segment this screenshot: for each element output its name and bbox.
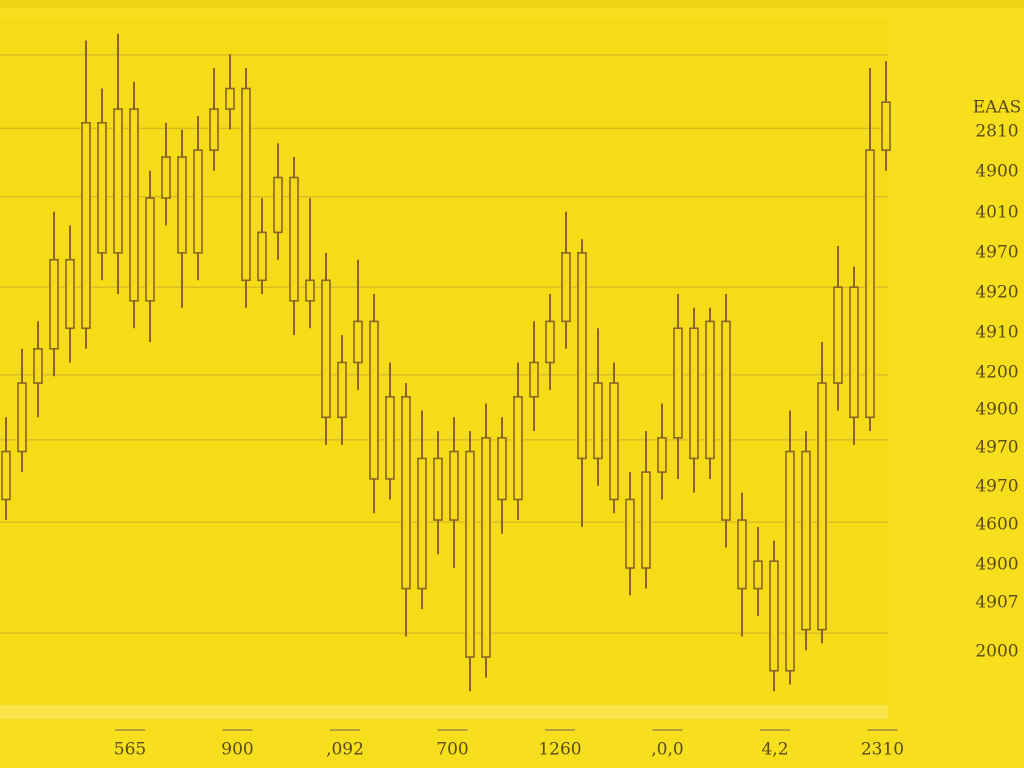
candle-body [417, 457, 427, 590]
candle-body [801, 450, 811, 631]
candle-body [257, 231, 267, 282]
x-label: ,092 [326, 740, 364, 760]
x-label: 700 [436, 740, 468, 760]
candle-body [97, 121, 107, 254]
candle-body [673, 327, 683, 439]
candle-body [225, 87, 235, 110]
candle-body [769, 560, 779, 672]
side-label: 4910 [975, 323, 1018, 343]
candle-body [113, 108, 123, 254]
candle-body [353, 320, 363, 364]
candle-body [321, 279, 331, 419]
candle-body [193, 149, 203, 254]
candle-body [721, 320, 731, 521]
candle-body [513, 395, 523, 501]
x-label: 565 [114, 740, 146, 760]
candle-body [449, 450, 459, 521]
candle-body [465, 450, 475, 658]
candle-body [81, 121, 91, 330]
side-label: 4900 [975, 162, 1018, 182]
candle-body [545, 320, 555, 364]
candle-body [865, 149, 875, 419]
plot-area [0, 20, 888, 705]
candle-body [145, 197, 155, 302]
x-label: ,0,0 [651, 740, 683, 760]
candle-body [337, 361, 347, 419]
candle-body [641, 471, 651, 569]
candle-body [753, 560, 763, 590]
candle-body [529, 361, 539, 398]
side-label: 4900 [975, 400, 1018, 420]
side-label: 4970 [975, 243, 1018, 263]
candle-body [561, 252, 571, 323]
candle-body [689, 327, 699, 460]
candle-body [161, 156, 171, 199]
candle-body [737, 519, 747, 590]
candle-body [17, 382, 27, 453]
candle-body [657, 437, 667, 473]
candle-body [625, 498, 635, 569]
side-label: 2000 [975, 642, 1018, 662]
candle-body [785, 450, 795, 672]
x-label: 900 [221, 740, 253, 760]
side-label: 2810 [975, 122, 1018, 142]
candle-body [577, 252, 587, 460]
x-strip [0, 705, 888, 719]
x-label: 2310 [861, 740, 904, 760]
candle-body [497, 437, 507, 501]
candle-body [833, 286, 843, 384]
side-label: 4907 [975, 593, 1018, 613]
side-label: 4200 [975, 363, 1018, 383]
candle-body [609, 382, 619, 501]
candle-body [289, 176, 299, 302]
top-strip [0, 0, 1024, 8]
candle-body [481, 437, 491, 658]
side-label: 4010 [975, 203, 1018, 223]
candle-body [881, 101, 891, 151]
side-label: 4600 [975, 515, 1018, 535]
candle-body [849, 286, 859, 419]
candle-body [241, 87, 251, 282]
candle-body [273, 176, 283, 234]
side-label: 4900 [975, 555, 1018, 575]
candle-body [401, 395, 411, 590]
candle-body [369, 320, 379, 480]
candle-body [1, 450, 11, 501]
side-label: EAAS [973, 98, 1022, 118]
candle-body [177, 156, 187, 254]
candle-body [65, 258, 75, 330]
candle-body [593, 382, 603, 460]
candle-body [705, 320, 715, 460]
candle-body [433, 457, 443, 521]
candle-body [33, 347, 43, 384]
candle-body [817, 382, 827, 631]
candle-body [209, 108, 219, 151]
side-label: 4970 [975, 477, 1018, 497]
side-label: 4970 [975, 438, 1018, 458]
candle-body [305, 279, 315, 302]
candle-body [49, 258, 59, 350]
x-label: 4,2 [761, 740, 788, 760]
candle-body [385, 395, 395, 480]
side-label: 4920 [975, 283, 1018, 303]
candle-body [129, 108, 139, 302]
x-label: 1260 [538, 740, 581, 760]
